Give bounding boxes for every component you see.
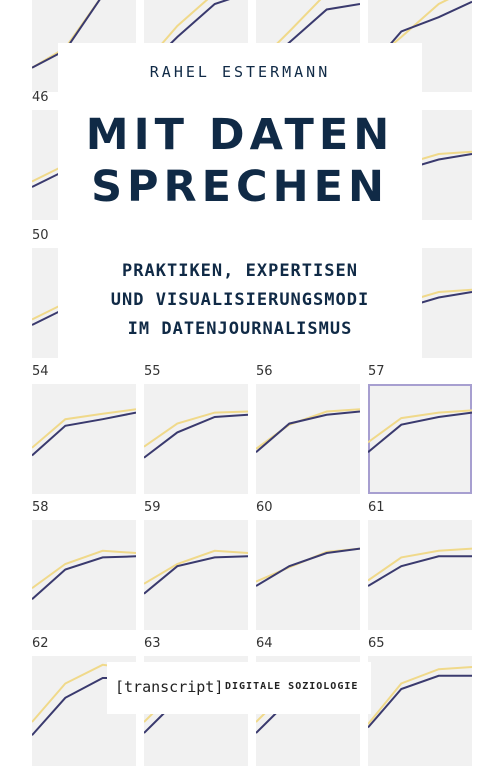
dark-series-line	[32, 411, 136, 457]
dark-series-line	[144, 555, 248, 595]
yellow-series-line	[256, 408, 360, 450]
panel-chart	[256, 547, 360, 587]
panel-chart	[32, 0, 101, 69]
dark-series-line	[32, 0, 101, 69]
subtitle-line-1: PRAKTIKEN, EXPERTISEN	[122, 261, 358, 281]
panel-number: 57	[368, 364, 385, 379]
yellow-series-line	[368, 547, 472, 582]
panel-number: 65	[368, 636, 385, 651]
dark-series-line	[32, 555, 136, 600]
panel-number: 56	[256, 364, 273, 379]
yellow-series-line	[144, 410, 248, 448]
subtitle-line-3: IM DATENJOURNALISMUS	[127, 319, 353, 339]
chart-panel	[144, 520, 248, 630]
yellow-series-line	[32, 408, 136, 449]
yellow-series-line	[144, 549, 248, 585]
subtitle-line-2: UND VISUALISIERUNGSMODI	[110, 290, 370, 310]
panel-number: 55	[144, 364, 161, 379]
panel-number: 63	[144, 636, 161, 651]
panel-chart	[32, 408, 136, 457]
panel-number: 50	[32, 228, 49, 243]
dark-series-line	[368, 674, 472, 729]
dark-series-line	[144, 413, 248, 459]
book-title: MIT DATEN SPRECHEN	[58, 109, 422, 213]
panel-number: 46	[32, 90, 49, 105]
chart-panel	[368, 384, 472, 494]
panel-number: 64	[256, 636, 273, 651]
panel-chart	[32, 549, 136, 600]
yellow-series-line	[368, 409, 472, 444]
publisher-logo: [transcript]	[115, 678, 224, 696]
chart-panel	[144, 384, 248, 494]
chart-panel	[32, 520, 136, 630]
title-line-2: SPRECHEN	[91, 162, 389, 212]
chart-panel	[368, 520, 472, 630]
chart-panel	[256, 520, 360, 630]
panel-number: 54	[32, 364, 49, 379]
panel-chart	[368, 666, 472, 729]
book-cover: 46 50 54 55 56 57 58 59 60 61 62 63 64 65 RAHEL ESTER…	[32, 0, 472, 766]
panel-number: 58	[32, 500, 49, 515]
title-block: RAHEL ESTERMANN MIT DATEN SPRECHEN PRAKT…	[58, 43, 422, 359]
dark-series-line	[368, 411, 472, 453]
title-line-1: MIT DATEN	[85, 110, 395, 160]
publisher-block: [transcript] DIGITALE SOZIOLOGIE	[107, 662, 371, 714]
panel-chart	[144, 410, 248, 459]
dark-series-line	[256, 410, 360, 453]
dark-series-line	[256, 547, 360, 587]
panel-chart	[368, 409, 472, 453]
panel-chart	[256, 408, 360, 453]
dark-series-line	[368, 555, 472, 587]
panel-chart	[368, 547, 472, 587]
panel-number: 62	[32, 636, 49, 651]
yellow-series-line	[368, 666, 472, 725]
chart-panel	[32, 384, 136, 494]
series-name: DIGITALE SOZIOLOGIE	[225, 681, 359, 692]
chart-panel	[368, 656, 472, 766]
panel-number: 61	[368, 500, 385, 515]
chart-panel	[256, 384, 360, 494]
author-name: RAHEL ESTERMANN	[149, 63, 331, 81]
panel-chart	[144, 549, 248, 595]
panel-number: 59	[144, 500, 161, 515]
panel-number: 60	[256, 500, 273, 515]
yellow-series-line	[32, 549, 136, 590]
